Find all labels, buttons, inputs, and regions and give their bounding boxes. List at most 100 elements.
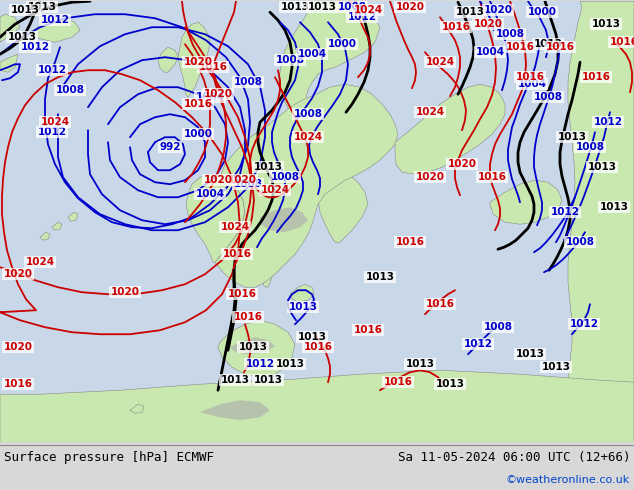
Text: 1013: 1013 [27, 2, 56, 12]
Text: 1024: 1024 [261, 185, 290, 195]
Text: 1024: 1024 [221, 222, 250, 232]
Polygon shape [490, 180, 562, 224]
Text: 1008: 1008 [484, 322, 512, 332]
Text: 1016: 1016 [581, 72, 611, 82]
Text: 1016: 1016 [183, 99, 212, 109]
Polygon shape [0, 14, 20, 42]
Polygon shape [568, 1, 634, 442]
Text: 1012: 1012 [41, 15, 70, 25]
Text: 1008: 1008 [233, 179, 262, 189]
Text: 1016: 1016 [477, 172, 507, 182]
Text: 1004: 1004 [517, 79, 547, 89]
Polygon shape [30, 17, 80, 42]
Text: 1020: 1020 [228, 175, 257, 185]
Text: 1013: 1013 [297, 332, 327, 342]
Polygon shape [278, 1, 380, 162]
Text: 1024: 1024 [25, 257, 55, 267]
Polygon shape [218, 320, 295, 377]
Polygon shape [270, 114, 372, 180]
Polygon shape [0, 54, 18, 72]
Text: 1000: 1000 [328, 39, 356, 49]
Text: 1012: 1012 [347, 12, 377, 22]
Polygon shape [240, 250, 258, 274]
Polygon shape [258, 162, 292, 242]
Text: 1013: 1013 [8, 32, 37, 42]
Text: 1004: 1004 [476, 47, 505, 57]
Polygon shape [158, 47, 178, 72]
Polygon shape [290, 134, 308, 154]
Text: 1016: 1016 [304, 342, 332, 352]
Polygon shape [68, 212, 78, 221]
Text: 1012: 1012 [20, 42, 49, 52]
Text: 1020: 1020 [183, 57, 212, 67]
Polygon shape [200, 400, 270, 420]
Polygon shape [130, 404, 144, 413]
Polygon shape [258, 242, 275, 287]
Text: 1016: 1016 [228, 289, 257, 299]
Text: 1024: 1024 [41, 117, 70, 127]
Polygon shape [178, 50, 190, 58]
Text: 1024: 1024 [425, 57, 455, 67]
Text: 1012: 1012 [37, 127, 67, 137]
Polygon shape [318, 170, 368, 242]
Text: 1024: 1024 [415, 107, 444, 117]
Text: 1012: 1012 [593, 117, 623, 127]
Text: 1008: 1008 [566, 237, 595, 247]
Text: 1016: 1016 [223, 249, 252, 259]
Text: 1013: 1013 [280, 2, 309, 12]
Text: 1008: 1008 [294, 109, 323, 119]
Text: 1013: 1013 [288, 302, 318, 312]
Text: 1020: 1020 [204, 175, 233, 185]
Text: 1013: 1013 [515, 349, 545, 359]
Text: 1013: 1013 [406, 359, 434, 369]
Text: 1000: 1000 [183, 129, 212, 139]
Polygon shape [290, 284, 314, 302]
Text: 1013: 1013 [592, 19, 621, 29]
Polygon shape [215, 84, 398, 287]
Text: 1013: 1013 [600, 202, 628, 212]
Text: 1013: 1013 [11, 5, 39, 15]
Text: 1008: 1008 [576, 142, 604, 152]
Text: 1016: 1016 [609, 37, 634, 47]
Text: 1020: 1020 [415, 172, 444, 182]
Text: 1013: 1013 [307, 2, 337, 12]
Text: 1012: 1012 [245, 359, 275, 369]
Text: 1008: 1008 [337, 2, 366, 12]
Text: 1013: 1013 [254, 162, 283, 172]
Text: 1013: 1013 [276, 359, 304, 369]
Polygon shape [40, 232, 50, 240]
Polygon shape [0, 370, 634, 442]
Text: 1008: 1008 [276, 55, 304, 65]
Text: 1004: 1004 [195, 189, 224, 199]
Text: 1020: 1020 [448, 159, 477, 169]
Text: 1016: 1016 [505, 42, 534, 52]
Text: 1004: 1004 [195, 92, 224, 102]
Text: 1008: 1008 [56, 85, 84, 95]
Text: 1012: 1012 [550, 207, 579, 217]
Polygon shape [178, 22, 210, 97]
Text: 1016: 1016 [441, 22, 470, 32]
Text: 992: 992 [159, 142, 181, 152]
Text: 1000: 1000 [527, 7, 557, 17]
Text: 1016: 1016 [396, 237, 425, 247]
Text: 1020: 1020 [484, 5, 512, 15]
Text: 1013: 1013 [541, 362, 571, 372]
Text: 1016: 1016 [515, 72, 545, 82]
Text: 1016: 1016 [4, 379, 32, 389]
Text: 1016: 1016 [354, 325, 382, 335]
Text: 1012: 1012 [569, 319, 598, 329]
Polygon shape [186, 174, 245, 262]
Text: 1013: 1013 [436, 379, 465, 389]
Text: 1016: 1016 [425, 299, 455, 309]
Text: 1013: 1013 [533, 39, 562, 49]
Text: 1020: 1020 [4, 269, 32, 279]
Text: 1016: 1016 [198, 62, 228, 72]
Text: 1008: 1008 [271, 172, 299, 182]
Text: 1013: 1013 [588, 162, 616, 172]
Text: 1008: 1008 [233, 77, 262, 87]
Text: Surface pressure [hPa] ECMWF: Surface pressure [hPa] ECMWF [4, 451, 214, 464]
Text: 1008: 1008 [533, 92, 562, 102]
Text: 1004: 1004 [297, 49, 327, 59]
Text: Sa 11-05-2024 06:00 UTC (12+66): Sa 11-05-2024 06:00 UTC (12+66) [398, 451, 630, 464]
Text: 1013: 1013 [365, 272, 394, 282]
